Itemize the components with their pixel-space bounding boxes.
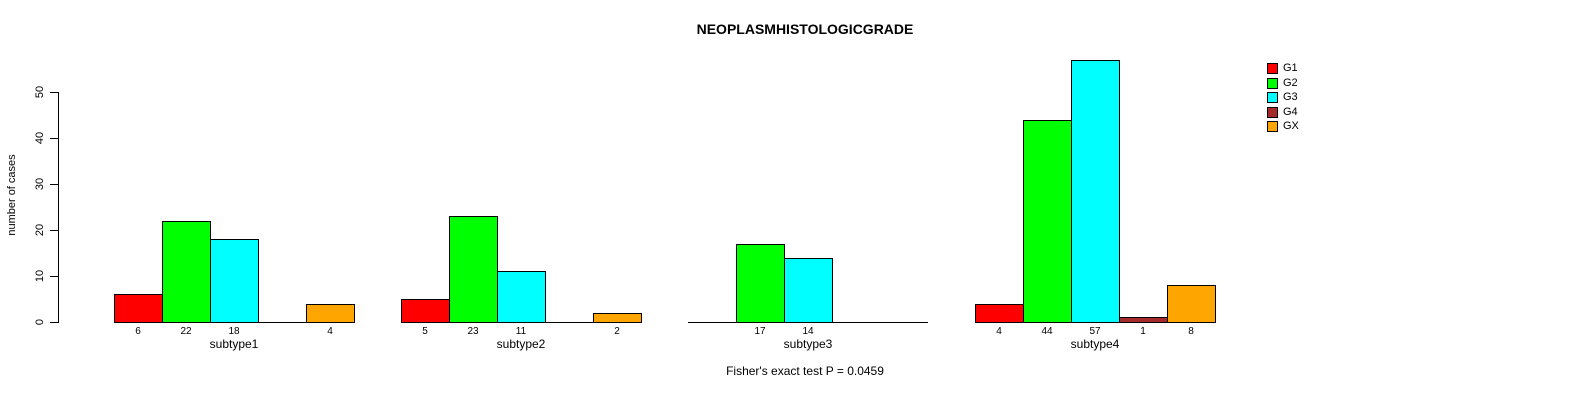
bar-subtype4-G4 (1119, 317, 1168, 323)
legend-swatch-G1 (1267, 63, 1278, 74)
value-label-subtype3-G2: 17 (754, 326, 766, 337)
value-label-subtype4-G3: 57 (1089, 326, 1101, 337)
legend-label-G3: G3 (1283, 91, 1298, 104)
value-label-subtype1-G1: 6 (135, 326, 141, 337)
bar-subtype2-G1 (401, 299, 450, 323)
footer-stat: Fisher's exact test P = 0.0459 (726, 364, 884, 378)
y-axis-label: number of cases (6, 154, 18, 236)
legend-label-G4: G4 (1283, 105, 1298, 118)
y-tick-10 (50, 276, 58, 277)
bar-subtype1-G1 (114, 294, 163, 323)
y-tick-label-10: 10 (34, 269, 46, 283)
category-label-subtype2: subtype2 (496, 337, 546, 351)
bar-subtype4-G2 (1023, 120, 1072, 323)
bar-subtype2-G3 (497, 271, 546, 323)
bar-subtype1-GX (306, 304, 355, 323)
legend-swatch-G2 (1267, 77, 1278, 89)
value-label-subtype2-G3: 11 (515, 326, 527, 337)
y-tick-label-30: 30 (34, 177, 46, 191)
y-tick-30 (50, 184, 58, 185)
y-tick-50 (50, 92, 58, 93)
value-label-subtype2-G2: 23 (467, 326, 479, 337)
y-tick-label-0: 0 (34, 318, 46, 326)
bar-subtype2-G2 (449, 216, 498, 323)
category-label-subtype3: subtype3 (783, 337, 833, 351)
y-tick-label-40: 40 (34, 131, 46, 145)
y-tick-0 (50, 322, 58, 323)
value-label-subtype2-GX: 2 (614, 326, 620, 337)
value-label-subtype1-G2: 22 (180, 326, 192, 337)
legend-swatch-G3 (1267, 92, 1278, 104)
y-tick-20 (50, 230, 58, 231)
category-label-subtype4: subtype4 (1070, 337, 1120, 351)
value-label-subtype1-GX: 4 (327, 326, 333, 337)
y-tick-label-50: 50 (34, 85, 46, 99)
value-label-subtype4-GX: 8 (1188, 326, 1194, 337)
bar-subtype3-G3 (784, 258, 833, 323)
category-label-subtype1: subtype1 (209, 337, 259, 351)
y-tick-40 (50, 138, 58, 139)
value-label-subtype2-G1: 5 (422, 326, 428, 337)
value-label-subtype4-G2: 44 (1041, 326, 1053, 337)
legend-label-G2: G2 (1283, 76, 1298, 89)
legend-label-G1: G1 (1283, 62, 1298, 74)
value-label-subtype1-G3: 18 (228, 326, 240, 337)
legend-label-GX: GX (1283, 120, 1299, 133)
y-tick-label-20: 20 (34, 223, 46, 237)
legend-swatch-G4 (1267, 106, 1278, 118)
bar-subtype3-G2 (736, 244, 785, 323)
value-label-subtype3-G3: 14 (802, 326, 814, 337)
legend-swatch-GX (1267, 121, 1278, 133)
value-label-subtype4-G4: 1 (1140, 326, 1146, 337)
bar-subtype4-GX (1167, 285, 1216, 323)
bar-subtype1-G3 (210, 239, 259, 323)
bar-subtype4-G3 (1071, 60, 1120, 323)
y-axis-line (58, 92, 59, 323)
bar-subtype1-G2 (162, 221, 211, 323)
bar-subtype4-G1 (975, 304, 1024, 323)
bar-subtype2-GX (593, 313, 642, 323)
chart-title: NEOPLASMHISTOLOGICGRADE (696, 21, 914, 37)
value-label-subtype4-G1: 4 (996, 326, 1002, 337)
